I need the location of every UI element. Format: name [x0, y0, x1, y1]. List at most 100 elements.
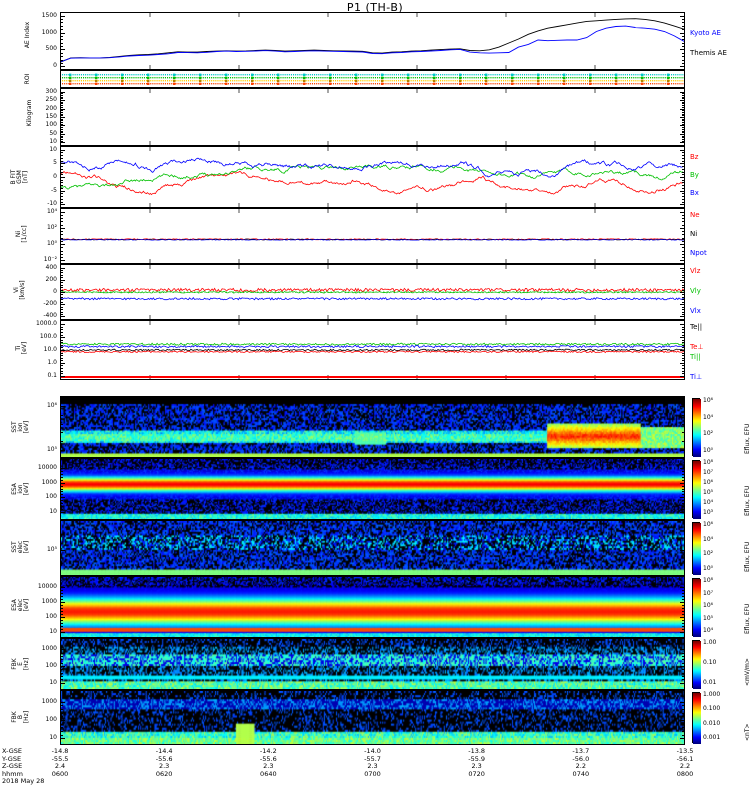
ytick-minor: [60, 613, 63, 615]
roi-marker: [414, 80, 416, 82]
roi-marker-major: [303, 76, 306, 79]
ytick-label: 1500: [41, 11, 57, 19]
roi-marker: [246, 80, 248, 82]
roi-marker: [475, 83, 477, 85]
roi-marker: [507, 80, 509, 82]
data-trace: [61, 157, 684, 178]
ytick-mark: [60, 133, 65, 135]
roi-marker: [637, 80, 639, 82]
roi-marker: [643, 80, 645, 82]
roi-marker: [608, 74, 610, 76]
colorbar-tick-label: 10⁶: [703, 397, 714, 404]
ytick-minor: [682, 115, 685, 117]
roi-marker: [366, 83, 368, 85]
roi-marker-major: [667, 76, 670, 79]
roi-marker: [471, 80, 473, 82]
ytick-label: 10²: [46, 223, 57, 231]
data-trace: [61, 342, 684, 346]
roi-marker: [377, 80, 379, 82]
roi-marker: [242, 80, 244, 82]
roi-marker-major: [251, 76, 254, 79]
colorbar-tick-label: 10⁴: [703, 627, 714, 634]
plot-canvas: [61, 147, 684, 207]
ytick-minor: [682, 727, 685, 729]
roi-marker: [223, 77, 225, 79]
roi-marker: [110, 77, 112, 79]
ytick-minor: [682, 106, 685, 108]
x-axis-date-row: 2018 May 28: [0, 778, 750, 786]
roi-marker: [83, 80, 85, 82]
ytick-minor: [60, 669, 63, 671]
roi-marker: [423, 77, 425, 79]
x-axis-value: 2.3: [263, 762, 274, 771]
ytick-minor: [60, 224, 63, 226]
ytick-minor: [60, 253, 63, 255]
roi-marker: [230, 80, 232, 82]
ytick-mark: [680, 324, 685, 326]
roi-marker: [322, 83, 324, 85]
ytick-minor: [60, 705, 63, 707]
roi-marker: [293, 74, 295, 76]
roi-marker: [528, 80, 530, 82]
roi-marker: [242, 83, 244, 85]
roi-marker: [605, 77, 607, 79]
legend-vlz: Vlz: [690, 267, 701, 275]
axis-label-ni: Ni [1/cc]: [15, 225, 28, 243]
roi-marker: [276, 83, 278, 85]
roi-marker: [582, 83, 584, 85]
roi-marker: [259, 80, 261, 82]
roi-marker: [431, 77, 433, 79]
roi-marker: [637, 83, 639, 85]
roi-marker: [477, 80, 479, 82]
roi-marker: [196, 77, 198, 79]
roi-marker: [681, 74, 683, 76]
roi-marker: [139, 77, 141, 79]
roi-marker: [232, 77, 234, 79]
roi-marker: [204, 83, 206, 85]
roi-marker: [364, 83, 366, 85]
ytick-minor: [60, 111, 63, 113]
roi-marker: [578, 74, 580, 76]
roi-marker: [626, 80, 628, 82]
ytick-minor: [682, 174, 685, 176]
roi-marker: [431, 80, 433, 82]
roi-marker: [425, 74, 427, 76]
roi-marker: [190, 74, 192, 76]
roi-marker: [513, 74, 515, 76]
roi-marker-major: [147, 82, 150, 85]
roi-marker: [652, 83, 654, 85]
roi-marker-major: [381, 82, 384, 85]
ytick-minor: [60, 22, 63, 24]
roi-marker: [582, 74, 584, 76]
roi-marker: [416, 74, 418, 76]
ytick-mark: [60, 177, 65, 178]
roi-marker: [656, 80, 658, 82]
roi-marker: [608, 83, 610, 85]
roi-marker: [320, 83, 322, 85]
roi-marker: [358, 80, 360, 82]
ytick-minor: [60, 247, 63, 249]
ytick-mark: [60, 260, 65, 262]
roi-marker: [112, 83, 114, 85]
roi-marker: [110, 80, 112, 82]
roi-marker: [181, 80, 183, 82]
ytick-minor: [60, 277, 63, 279]
roi-marker-major: [381, 73, 384, 76]
x-axis-value: -56.0: [572, 754, 590, 763]
ytick-minor: [682, 52, 685, 54]
roi-marker: [406, 74, 408, 76]
roi-marker: [526, 80, 528, 82]
roi-marker: [358, 74, 360, 76]
roi-marker: [118, 77, 120, 79]
roi-marker: [78, 74, 80, 76]
roi-marker: [202, 74, 204, 76]
roi-marker: [143, 74, 145, 76]
ytick-minor: [682, 607, 685, 609]
roi-marker: [99, 83, 101, 85]
ytick-label: 100: [45, 493, 57, 501]
roi-marker: [265, 83, 267, 85]
roi-marker: [366, 80, 368, 82]
roi-marker: [311, 77, 313, 79]
roi-marker: [385, 74, 387, 76]
roi-marker: [318, 83, 320, 85]
